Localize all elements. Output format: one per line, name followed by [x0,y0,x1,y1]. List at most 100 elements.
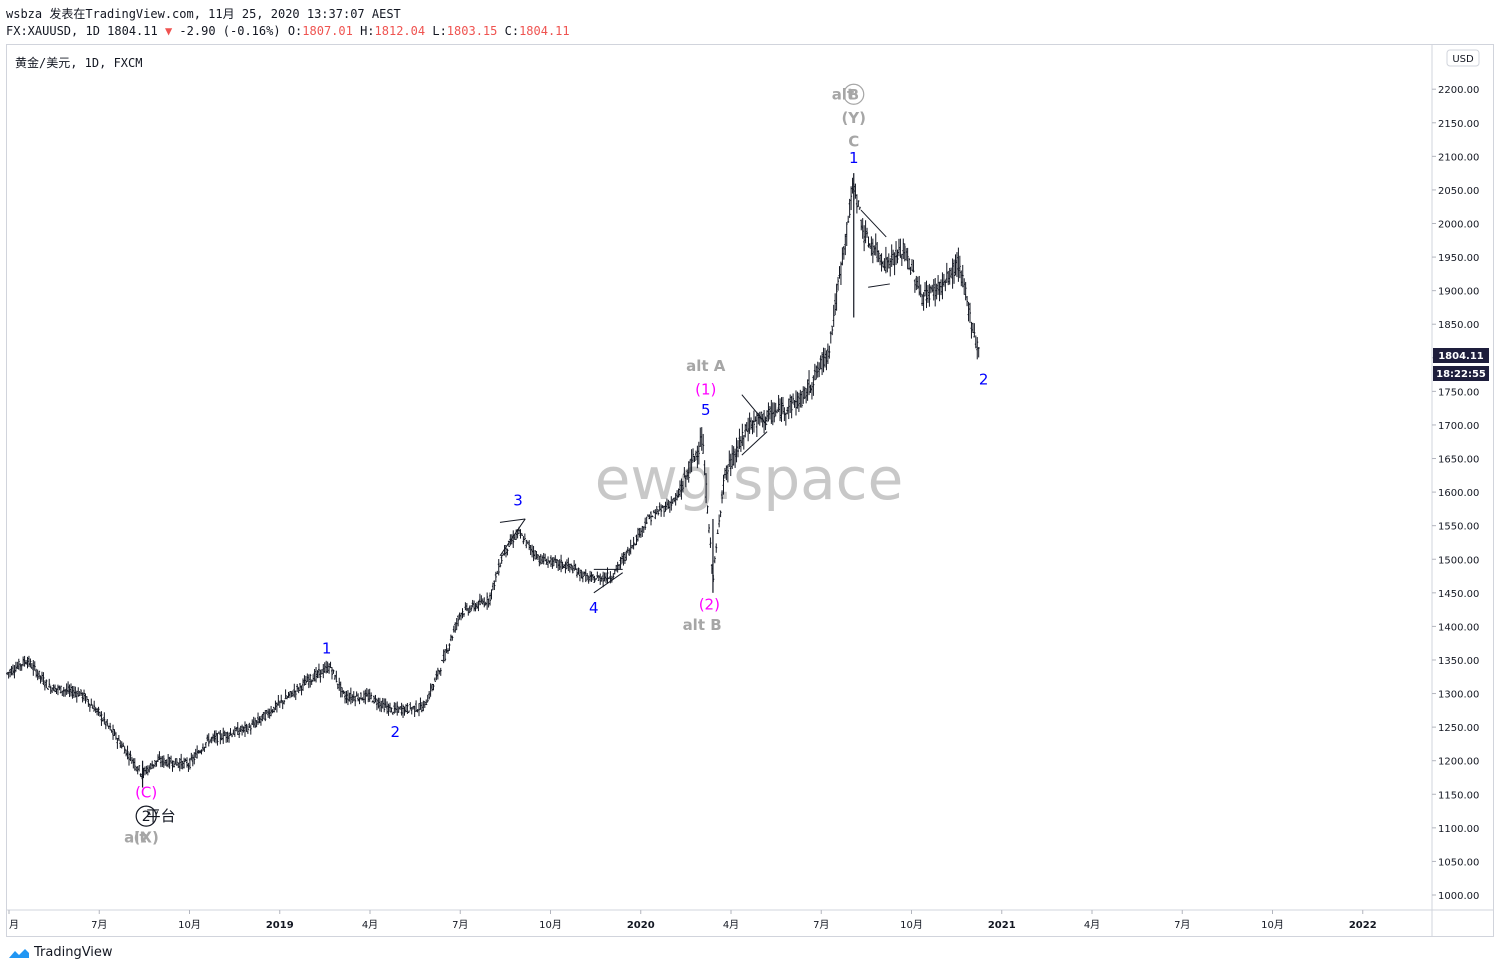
wave-label-text: alt A [686,357,726,375]
triangle-line [499,518,526,523]
last-price-value: 1804.11 [1438,351,1484,362]
price-axis[interactable]: 2200.00 2150.00 2100.00 2050.00 2000.00 1950.… [1432,85,1479,902]
wave-label: alt [832,85,854,103]
x-tick-label: 2019 [266,920,294,931]
wave-label: (X) [134,829,159,847]
triangle-line [868,283,890,288]
wave-label-text: 3 [513,492,523,510]
y-tick-label: 1550.00 [1438,522,1479,533]
y-tick-label: 1300.00 [1438,690,1479,701]
y-tick-label: 1250.00 [1438,723,1479,734]
open-value: 1807.01 [302,24,353,38]
chart-frame[interactable] [6,44,1494,937]
x-tick-label: 10月 [900,919,923,931]
x-tick-label: 2022 [1349,920,1377,931]
wave-label: 1 [849,149,859,167]
wave-label-text: 2 [979,371,989,389]
wave-label: 2 [979,371,989,389]
symbol-price: FX:XAUUSD, 1D 1804.11 [6,24,158,38]
x-tick-label: 月 [9,919,19,931]
wave-label: alt A [686,357,726,375]
high-value: 1812.04 [374,24,426,38]
wave-label-text: 平台 [146,807,176,825]
y-tick-label: 1400.00 [1438,622,1479,633]
symbol-legend[interactable]: 黄金/美元, 1D, FXCM [15,56,143,70]
time-axis[interactable]: 月 7月 10月 2019 4月 7月 10月 2020 4月 7月 10月 2021 4月 7月 10月 2… [8,910,1377,931]
wave-circle [135,805,157,827]
x-tick-label: 10月 [178,919,201,931]
open-label: O: [287,24,303,38]
x-tick-label: 2021 [988,920,1016,931]
down-arrow-icon: ▼ [164,24,173,38]
last-price-tag: 1804.11 [1433,348,1489,363]
y-tick-label: 1450.00 [1438,589,1479,600]
publish-info: wsbza 发表在TradingView.com, 11月 25, 2020 1… [6,7,401,21]
wave-label-text: (2) [699,596,720,614]
y-tick-label: 1500.00 [1438,555,1479,566]
wave-label: 5 [701,401,711,419]
candle-bars [6,173,980,788]
wave-label-text: alt [124,829,146,847]
wave-label-text: (1) [695,381,716,399]
wave-label: (C) [135,784,157,802]
x-tick-label: 10月 [1261,919,1284,931]
y-tick-label: 1900.00 [1438,287,1479,298]
low-value: 1803.15 [446,24,498,38]
wave-label: 2 [390,723,400,741]
tradingview-logo-icon [9,948,29,958]
y-tick-label: 1350.00 [1438,656,1479,667]
x-tick-label: 10月 [539,919,562,931]
price-change: -2.90 (-0.16%) [179,24,281,38]
y-tick-label: 1200.00 [1438,757,1479,768]
wave-label-text: 5 [701,401,711,419]
x-tick-label: 4月 [362,919,378,931]
wave-label-text: alt [832,85,854,103]
tradingview-footer[interactable]: TradingView [8,945,113,960]
close-label: C: [504,24,520,38]
y-tick-label: 1150.00 [1438,790,1479,801]
x-tick-label: 2020 [627,920,655,931]
currency-button[interactable]: USD [1446,49,1480,67]
wave-label-text: 4 [589,599,599,617]
x-tick-label: 7月 [91,919,107,931]
y-tick-label: 1850.00 [1438,320,1479,331]
x-tick-label: 4月 [723,919,739,931]
y-tick-label: 1050.00 [1438,857,1479,868]
y-tick-label: 2100.00 [1438,152,1479,163]
wave-label-text: 1 [849,149,859,167]
y-tick-label: 1750.00 [1438,387,1479,398]
wave-circle [843,83,865,105]
y-tick-label: 2200.00 [1438,85,1479,96]
wave-label: 2 [135,805,157,827]
wave-label: 3 [513,492,523,510]
x-tick-label: 7月 [813,919,829,931]
wave-label: alt B [683,616,722,634]
low-label: L: [432,24,447,38]
watermark: ewg.space [595,445,904,513]
wave-label: B [843,83,865,105]
y-tick-label: 1100.00 [1438,824,1479,835]
wave-label-text: alt B [683,616,722,634]
wave-label: C [848,132,859,150]
y-tick-label: 2000.00 [1438,220,1479,231]
wave-label: 平台 [146,807,176,825]
symbol-ohlc-line: FX:XAUUSD, 1D 1804.11 ▼ -2.90 (-0.16%) O… [6,24,570,38]
wave-label-text: B [848,87,859,103]
wave-label: (1) [695,381,716,399]
wave-label: 1 [322,639,332,657]
y-tick-label: 2050.00 [1438,186,1479,197]
countdown-tag: 18:22:55 [1433,366,1489,381]
y-tick-label: 1650.00 [1438,455,1479,466]
wave-label: (Y) [841,109,866,127]
y-tick-label: 1000.00 [1438,891,1479,902]
pattern-lines [499,209,890,594]
y-tick-label: 2150.00 [1438,119,1479,130]
wave-label-text: (X) [134,829,159,847]
footer-brand: TradingView [34,945,113,960]
triangle-line [860,209,887,238]
wave-label: alt [124,829,146,847]
wave-label-text: 2 [142,809,151,825]
x-tick-label: 7月 [1174,919,1190,931]
wave-label-text: (C) [135,784,157,802]
